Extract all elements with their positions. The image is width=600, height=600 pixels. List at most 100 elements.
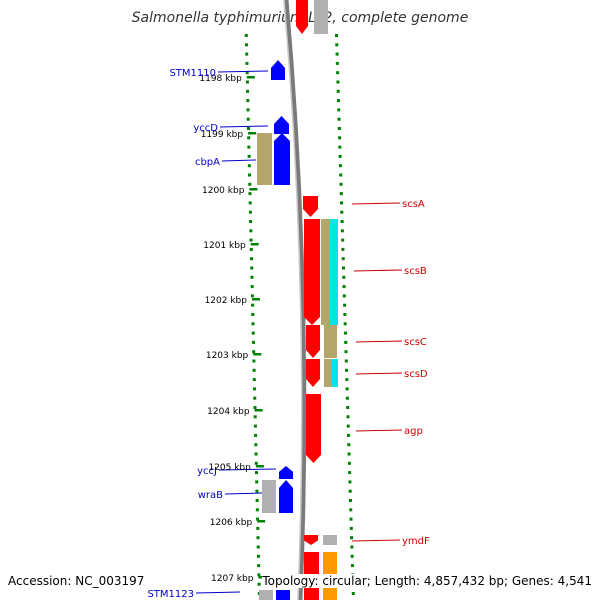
ruler-dot-right [338, 136, 342, 140]
kbp-label: 1207 kbp [211, 574, 254, 584]
ruler-dot-left [250, 285, 254, 289]
cog-block-cbpa [257, 133, 272, 185]
gene-label-left: cbpA [195, 157, 220, 168]
gene-arrow-scsa [303, 196, 318, 217]
ruler-dot-right [344, 350, 348, 354]
kbp-tick [254, 409, 263, 412]
ruler-dot-right [345, 368, 349, 372]
gene-label-left: wraB [198, 490, 223, 501]
ruler-dot-left [253, 415, 257, 419]
ruler-dot-right [350, 554, 354, 558]
gene-label-left: yccJ [197, 466, 217, 477]
cog-block-scsc [324, 325, 337, 358]
backbone-line [283, 0, 307, 600]
kbp-tick [257, 520, 266, 523]
ruler-dot-left [257, 564, 261, 568]
cog-block-scsd [324, 359, 332, 387]
ruler-dot-left [245, 61, 249, 65]
ruler-dot-right [345, 378, 349, 382]
cog-block-wrab [262, 480, 276, 513]
ruler-dot-left [249, 229, 253, 233]
ruler-dot-left [250, 275, 254, 279]
ruler-dot-left [246, 99, 250, 103]
label-line-left [219, 125, 269, 128]
ruler-dot-right [336, 99, 340, 103]
kbp-label: 1200 kbp [202, 186, 245, 196]
ruler-dot-left [246, 117, 250, 121]
ruler-dot-left [251, 331, 255, 335]
ruler-dot-right [344, 340, 348, 344]
ruler-dot-right [340, 220, 344, 223]
ruler-dot-right [349, 517, 353, 521]
ruler-dot-left [254, 443, 258, 447]
cog-block-scsb-2 [330, 219, 338, 325]
accession-text: Accession: NC_003197 [8, 574, 145, 588]
gene-arrow-agp [306, 394, 321, 463]
kbp-label: 1202 kbp [205, 296, 248, 306]
ruler-dot-right [347, 433, 351, 437]
ruler-dot-left [256, 526, 260, 530]
ruler-dot-left [249, 220, 253, 223]
ruler-dot-left [256, 536, 260, 540]
kbp-label: 1201 kbp [203, 241, 246, 251]
ruler-dot-right [350, 536, 354, 540]
gene-arrow-stm1110 [271, 60, 285, 80]
ruler-dot-left [245, 71, 249, 75]
label-line-left [217, 70, 269, 73]
ruler-dot-right [343, 322, 347, 326]
gene-features [257, 0, 338, 600]
ruler-dot-right [341, 257, 345, 261]
gene-arrow-scsc [306, 325, 320, 358]
ruler-dot-left [250, 266, 254, 270]
label-line-right [353, 269, 403, 272]
ruler-dot-left [245, 80, 249, 84]
kbp-label: 1203 kbp [206, 351, 249, 361]
ruler-dot-right [347, 443, 351, 447]
ruler-dot-left [245, 43, 249, 47]
label-line-left [221, 159, 257, 162]
kbp-tick [253, 353, 262, 356]
ruler-dot-right [344, 359, 348, 363]
ruler-dot-left [248, 201, 252, 205]
ruler-dot-left [247, 164, 251, 168]
ruler-dot-left [252, 368, 256, 372]
ruler-dot-left [255, 508, 259, 512]
ruler-dot-left [247, 145, 251, 149]
cog-block-scsd-2 [332, 359, 338, 387]
gene-arrow-scsb [304, 219, 320, 325]
gene-label-left: STM1110 [169, 68, 216, 79]
gene-arrow-ymdf [304, 535, 318, 545]
ruler-dot-right [336, 80, 340, 84]
label-line-left [195, 591, 241, 594]
cog-block-stm1123 [259, 590, 273, 600]
ruler-dot-left [251, 303, 255, 307]
gene-arrow-scsd [306, 359, 320, 387]
label-line-right [351, 539, 401, 542]
ruler-dot-left [250, 294, 254, 298]
ruler-dot-right [343, 331, 347, 335]
ruler-dot-left [247, 154, 251, 158]
tick-marks [244, 34, 355, 595]
gene-labels: 1198 kbp 1199 kbp 1200 kbp 1201 kbp 1202 kbp… [147, 68, 430, 600]
ruler-dot-right [345, 396, 349, 400]
kbp-label: 1198 kbp [199, 74, 242, 84]
ruler-dot-right [336, 89, 340, 93]
backbone-track [283, 0, 307, 600]
gene-label-right: scsB [404, 266, 427, 277]
backbone-highlight [283, 0, 303, 600]
ruler-dot-right [339, 182, 343, 186]
ruler-dot-left [248, 173, 252, 177]
ruler-dot-right [335, 34, 339, 37]
ruler-dot-right [348, 480, 352, 484]
label-connectors [195, 70, 403, 594]
ruler-dot-left [251, 313, 255, 316]
ruler-dot-left [251, 322, 255, 326]
gene-arrow-yccd [274, 116, 289, 134]
ruler-dot-right [346, 415, 350, 419]
ruler-dot-right [335, 43, 339, 47]
ruler-dot-right [349, 508, 353, 512]
kbp-label: 1206 kbp [210, 518, 253, 528]
label-line-left [224, 492, 263, 495]
ruler-dot-left [251, 340, 255, 344]
ruler-dot-right [342, 294, 346, 298]
